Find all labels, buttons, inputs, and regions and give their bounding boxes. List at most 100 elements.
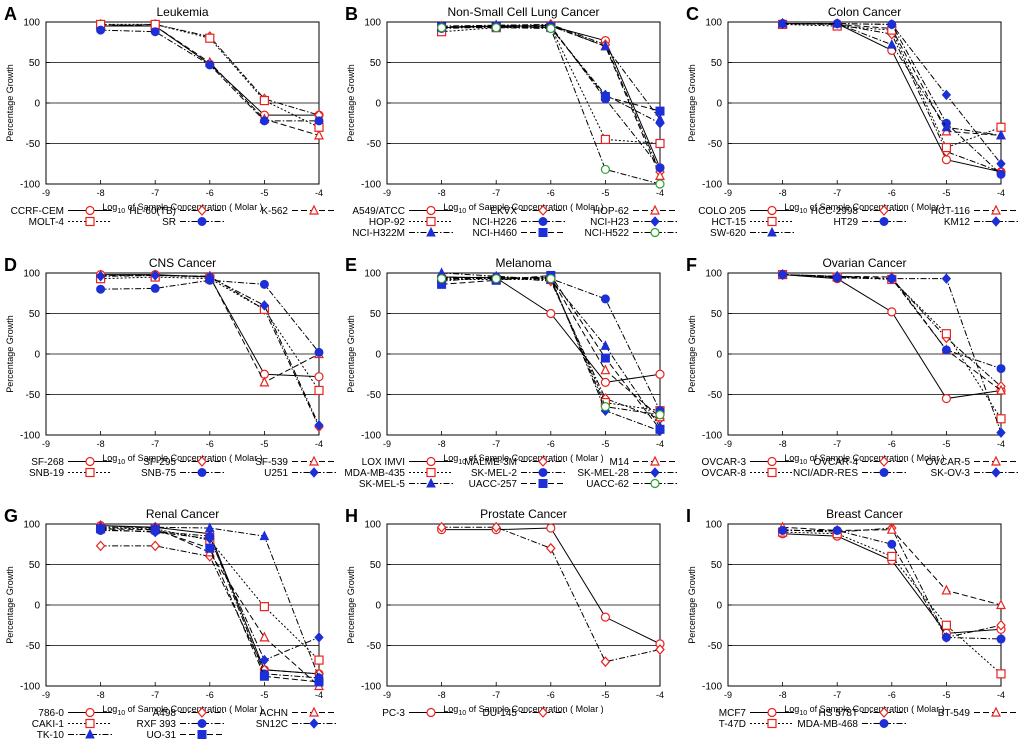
legend-label: A498	[153, 708, 177, 719]
x-axis-label: Log10 of Sample Concentration ( Molar )	[102, 453, 262, 466]
series-sk-ov-3	[777, 269, 1006, 438]
series-line-sk-mel-2	[441, 276, 661, 411]
legend-marker	[197, 719, 207, 728]
x-axis-label-sub: 10	[458, 459, 466, 466]
x-axis-label: Log10 of Sample Concentration ( Molar )	[784, 202, 944, 215]
chart-title: Non-Small Cell Lung Cancer	[447, 5, 599, 19]
panel-b: B Non-Small Cell Lung Cancer 100 50 0 -50 -100…	[345, 4, 677, 239]
x-axis-label: Log10 of Sample Concentration ( Molar )	[102, 704, 262, 717]
y-tick-label: -100	[20, 180, 40, 191]
legend-marker	[85, 707, 95, 718]
data-point-ovcar-8	[996, 414, 1006, 424]
data-point-sk-ov-3	[887, 273, 897, 284]
legend-marker	[538, 456, 548, 467]
legend-entry-colo-205: COLO 205	[698, 205, 794, 217]
x-tick-label: -7	[833, 690, 841, 700]
legend-marker	[991, 706, 1001, 717]
data-point-hop-62	[655, 170, 665, 180]
series-line-nci-h226	[441, 25, 661, 169]
series-line-sk-mel-5	[441, 272, 661, 428]
y-axis-label: Percentage Growth	[346, 64, 356, 142]
x-axis-label-rest: of Sample Concentration ( Molar )	[125, 453, 263, 463]
legend-marker	[538, 228, 548, 237]
legend-marker	[197, 205, 207, 216]
legend-marker	[85, 216, 95, 227]
series-line-nci-h322m	[441, 24, 661, 120]
y-tick-label: -100	[361, 682, 381, 693]
panel-letter: E	[345, 255, 357, 275]
x-tick-label: -6	[206, 188, 214, 198]
legend-entry-snb-75: SNB-75	[141, 468, 224, 479]
x-tick-label: -7	[492, 188, 500, 198]
legend-entry-bt-549: BT-549	[938, 706, 1018, 719]
y-tick-label: 0	[34, 601, 40, 612]
data-point-t-47d	[941, 620, 952, 630]
data-point-nci-h460	[655, 106, 665, 116]
y-tick-label: -50	[367, 390, 382, 401]
legend-entry-uacc-62: UACC-62	[586, 478, 677, 490]
legend-label: HOP-92	[369, 217, 406, 228]
legend-marker	[767, 467, 777, 478]
series-line-sw-620	[782, 23, 1002, 136]
data-point-sf-539	[259, 376, 270, 387]
series-nci-adr-res	[778, 270, 1006, 374]
x-tick-label: -8	[779, 188, 787, 198]
series-line-sr	[100, 29, 319, 122]
legend-marker	[85, 467, 95, 478]
legend-label: SR	[162, 217, 176, 228]
chart-title: CNS Cancer	[149, 256, 216, 270]
legend-marker	[197, 456, 207, 467]
legend-entry-pc-3: PC-3	[382, 707, 453, 719]
series-sf-295	[95, 270, 324, 433]
legend-label: MALME-3M	[464, 457, 517, 468]
series-malme-3m	[436, 271, 665, 425]
series-line-u251	[100, 274, 320, 426]
series-lox-imvi	[437, 272, 665, 387]
data-point-uacc-62	[546, 274, 556, 284]
legend-label: NCI-H226	[473, 217, 518, 228]
legend-label: MDA-MB-435	[344, 468, 405, 479]
x-tick-label: -5	[260, 188, 268, 198]
x-tick-label: -9	[724, 188, 732, 198]
legend-label: SNB-75	[141, 468, 176, 479]
legend-label: SK-MEL-28	[577, 468, 629, 479]
series-line-a498	[100, 545, 320, 675]
data-point-hct-15	[941, 142, 952, 153]
legend-label: LOX IMVI	[362, 457, 405, 468]
x-tick-label: -4	[997, 188, 1005, 198]
x-tick-label: -7	[833, 439, 841, 449]
data-point-bt-549	[941, 584, 952, 595]
series-mda-mb-435	[437, 274, 665, 416]
x-tick-label: -5	[601, 690, 609, 700]
legend-marker	[767, 205, 777, 216]
legend-marker	[879, 456, 889, 467]
legend-entry-sr: SR	[162, 217, 224, 228]
data-point-du-145	[655, 644, 665, 655]
data-point-uacc-62	[491, 274, 501, 284]
series-line-malme-3m	[441, 276, 661, 420]
series-line-sf-268	[100, 274, 320, 378]
legend-entry-786-0: 786-0	[38, 707, 112, 719]
data-point-ovcar-3	[887, 307, 897, 317]
y-tick-label: 50	[711, 58, 723, 69]
data-point-sk-ov-3	[996, 427, 1006, 438]
series-ovcar-5	[777, 268, 1006, 395]
series-line-ovcar-8	[782, 274, 1002, 420]
legend-entry-hl-60-tb: HL-60(TB)	[129, 205, 224, 217]
legend-entry-ovcar-5: OVCAR-5	[926, 455, 1018, 468]
series-nci-h460	[437, 22, 665, 116]
y-axis-label: Percentage Growth	[5, 566, 15, 644]
legend-entry-a549-atcc: A549/ATCC	[352, 205, 453, 217]
legend-label: HS 578T	[819, 708, 858, 719]
legend-entry-hct-15: HCT-15	[712, 216, 794, 228]
data-point-u251	[259, 300, 270, 311]
panel-g: G Renal Cancer 100 50 0 -50 -100-9 -8 -7 -6 -5 -4 Pe…	[4, 506, 336, 741]
legend-marker	[650, 455, 660, 466]
x-tick-label: -6	[547, 439, 555, 449]
x-tick-label: -7	[833, 188, 841, 198]
legend-label: HT29	[834, 217, 859, 228]
data-point-molt-4	[205, 33, 215, 43]
legend-label: HOP-62	[593, 206, 630, 217]
legend-label: NCI-H322M	[352, 228, 405, 239]
